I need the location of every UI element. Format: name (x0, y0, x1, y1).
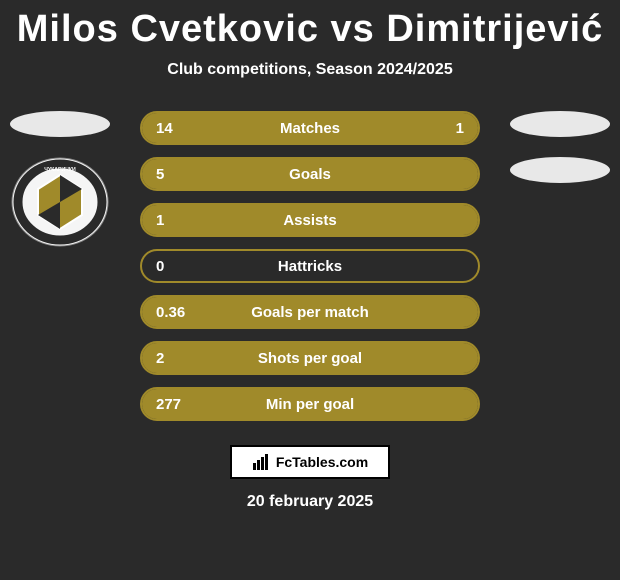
stat-label: Shots per goal (142, 350, 478, 367)
club-placeholder-icon (510, 157, 610, 183)
brand-text: FcTables.com (276, 454, 368, 470)
right-player-column (505, 111, 615, 183)
stat-bar: 141Matches (140, 111, 480, 145)
stat-bar: 2Shots per goal (140, 341, 480, 375)
stat-bar: 0.36Goals per match (140, 295, 480, 329)
stat-label: Min per goal (142, 396, 478, 413)
brand-badge: FcTables.com (230, 445, 390, 479)
page-title: Milos Cvetkovic vs Dimitrijević (0, 0, 620, 51)
stat-label: Goals (142, 166, 478, 183)
stat-bar: 1Assists (140, 203, 480, 237)
left-player-column: ЧУКАРИЧКИ (5, 111, 115, 247)
player-placeholder-icon (10, 111, 110, 137)
footer-date: 20 february 2025 (0, 493, 620, 511)
club-logo-left: ЧУКАРИЧКИ (10, 157, 110, 247)
page-subtitle: Club competitions, Season 2024/2025 (0, 61, 620, 79)
club-name-text: ЧУКАРИЧКИ (44, 167, 76, 173)
chart-icon (252, 453, 270, 471)
stat-label: Matches (142, 120, 478, 137)
stat-bar: 0Hattricks (140, 249, 480, 283)
stat-label: Hattricks (142, 258, 478, 275)
comparison-content: ЧУКАРИЧКИ 141Matches 5Goals 1Assists 0Hattr… (0, 111, 620, 421)
stat-bar: 277Min per goal (140, 387, 480, 421)
stat-label: Assists (142, 212, 478, 229)
stat-bar: 5Goals (140, 157, 480, 191)
stat-bars: 141Matches 5Goals 1Assists 0Hattricks 0.36Go… (140, 111, 480, 421)
stat-label: Goals per match (142, 304, 478, 321)
player-placeholder-icon (510, 111, 610, 137)
